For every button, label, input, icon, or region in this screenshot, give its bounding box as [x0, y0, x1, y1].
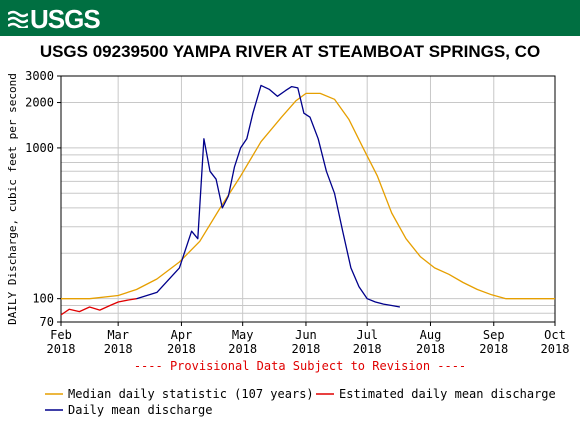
x-tick-month: Feb — [50, 328, 72, 342]
y-tick-label: 2000 — [25, 96, 54, 110]
x-tick-year: 2018 — [416, 342, 445, 356]
legend-label: Estimated daily mean discharge — [339, 387, 556, 401]
y-tick-label: 3000 — [25, 70, 54, 83]
series-line-2 — [136, 84, 401, 308]
usgs-banner: USGS — [0, 0, 580, 36]
x-tick-year: 2018 — [292, 342, 321, 356]
legend-label: Daily mean discharge — [68, 403, 213, 417]
x-tick-month: Mar — [107, 328, 129, 342]
plot-frame — [60, 75, 556, 323]
x-tick-year: 2018 — [353, 342, 382, 356]
series-line-0 — [61, 92, 555, 300]
x-tick-year: 2018 — [167, 342, 196, 356]
x-tick-year: 2018 — [479, 342, 508, 356]
provisional-note: ---- Provisional Data Subject to Revisio… — [134, 359, 466, 373]
x-tick-year: 2018 — [104, 342, 133, 356]
grid — [60, 75, 556, 322]
usgs-wave-icon — [8, 10, 28, 28]
x-tick-month: Sep — [483, 328, 505, 342]
x-tick-year: 2018 — [228, 342, 257, 356]
series-line-1 — [60, 298, 137, 316]
series-layer — [60, 84, 555, 316]
x-tick-month: Jun — [295, 328, 317, 342]
legend-label: Median daily statistic (107 years) — [68, 387, 314, 401]
x-tick-year: 2018 — [541, 342, 570, 356]
x-tick-month: Oct — [544, 328, 566, 342]
y-tick-label: 70 — [40, 315, 54, 329]
y-ticks: 70 100 1000 2000 3000 — [25, 70, 61, 329]
x-tick-month: May — [232, 328, 254, 342]
y-tick-label: 100 — [32, 292, 54, 306]
y-axis-label: DAILY Discharge, cubic feet per second — [6, 73, 19, 325]
chart-title: USGS 09239500 YAMPA RIVER AT STEAMBOAT S… — [39, 42, 541, 61]
x-tick-month: Aug — [420, 328, 442, 342]
legend: Median daily statistic (107 years) Estima… — [45, 387, 556, 417]
usgs-logo: USGS — [30, 4, 101, 34]
x-ticks: Feb2018Mar2018Apr2018May2018Jun2018Jul20… — [47, 322, 570, 356]
y-tick-label: 1000 — [25, 141, 54, 155]
x-tick-month: Jul — [356, 328, 378, 342]
x-tick-year: 2018 — [47, 342, 76, 356]
x-tick-month: Apr — [171, 328, 193, 342]
